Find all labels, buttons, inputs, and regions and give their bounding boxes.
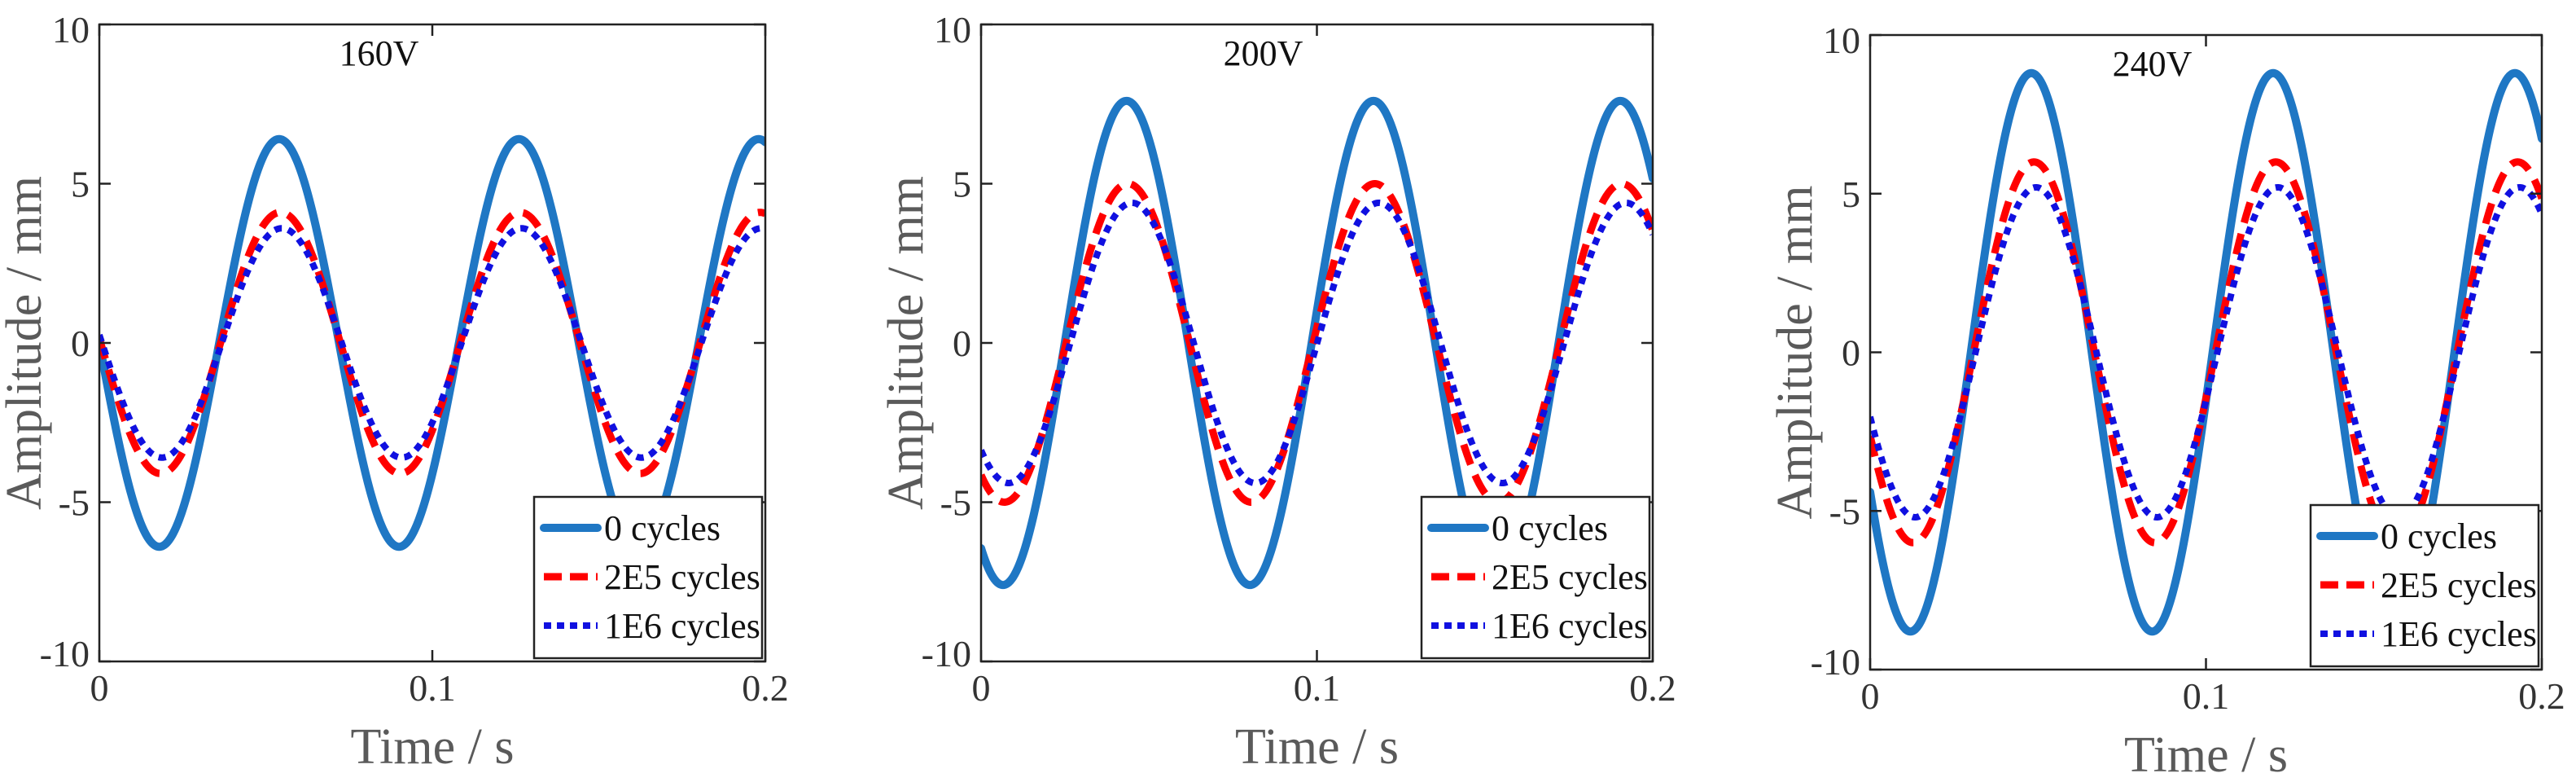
series-line-2e5-cycles <box>981 180 1653 506</box>
chart-panel-3: -10 -5 0 5 10 0 0.1 0.2 240V Time / s Amplitude / … <box>1768 20 2565 782</box>
y-tick-label: 0 <box>1842 332 1860 374</box>
chart-title: 200V <box>1224 33 1303 73</box>
legend-label: 2E5 cycles <box>604 557 760 597</box>
y-axis-label: Amplitude / mm <box>1768 186 1823 520</box>
x-tick-label: 0.2 <box>742 667 789 709</box>
y-tick-label: 10 <box>52 9 90 51</box>
series-line-2e5-cycles <box>1870 158 2542 547</box>
x-tick-label: 0.2 <box>2518 675 2565 717</box>
legend-label: 1E6 cycles <box>2381 614 2537 654</box>
y-tick-label: 5 <box>953 164 971 205</box>
y-tick-label: 10 <box>934 9 971 51</box>
chart-panel-2: -10 -5 0 5 10 0 0.1 0.2 200V Time / s Amplitude / … <box>878 9 1676 775</box>
legend: 0 cycles 2E5 cycles 1E6 cycles <box>2309 503 2540 668</box>
y-tick-label: 5 <box>1842 174 1860 215</box>
x-tick-label: 0.1 <box>1294 667 1341 709</box>
legend-label: 1E6 cycles <box>1492 606 1648 646</box>
legend-label: 2E5 cycles <box>2381 565 2537 605</box>
series-line-1e6-cycles <box>981 199 1653 487</box>
y-tick-label: 10 <box>1823 20 1860 61</box>
legend-label: 0 cycles <box>2381 516 2497 556</box>
y-axis-label: Amplitude / mm <box>878 176 934 510</box>
x-tick-label: 0.1 <box>2183 675 2230 717</box>
x-axis-label: Time / s <box>2124 727 2288 782</box>
series-line-0-cycles <box>981 96 1653 590</box>
y-tick-label: -5 <box>59 482 90 524</box>
y-tick-label: -10 <box>922 633 971 674</box>
x-tick-label: 0.2 <box>1629 667 1676 709</box>
y-tick-label: -10 <box>40 633 90 674</box>
chart-title: 240V <box>2113 44 2193 84</box>
y-tick-label: -5 <box>940 482 971 524</box>
x-tick-label: 0.1 <box>409 667 456 709</box>
y-tick-label: -10 <box>1811 641 1860 683</box>
legend: 0 cycles 2E5 cycles 1E6 cycles <box>1420 495 1651 660</box>
legend-label: 0 cycles <box>604 508 721 548</box>
legend-label: 2E5 cycles <box>1492 557 1648 597</box>
series-line-1e6-cycles <box>1870 183 2542 521</box>
y-tick-label: -5 <box>1829 490 1860 532</box>
legend: 0 cycles 2E5 cycles 1E6 cycles <box>532 495 764 660</box>
x-tick-label: 0 <box>1861 675 1880 717</box>
y-tick-label: 5 <box>71 164 90 205</box>
y-tick-label: 0 <box>953 323 971 364</box>
x-axis-label: Time / s <box>350 719 514 775</box>
legend-label: 0 cycles <box>1492 508 1608 548</box>
y-tick-label: 0 <box>71 323 90 364</box>
chart-title: 160V <box>340 33 419 73</box>
x-tick-label: 0 <box>972 667 991 709</box>
y-axis-label: Amplitude / mm <box>0 176 52 510</box>
series-group <box>981 96 1653 590</box>
x-axis-label: Time / s <box>1235 719 1399 775</box>
series-line-1e6-cycles <box>99 225 765 461</box>
legend-label: 1E6 cycles <box>604 606 760 646</box>
x-tick-label: 0 <box>90 667 109 709</box>
chart-panel-1: -10 -5 0 5 10 0 0.1 0.2 160V Time / s Amplitude / … <box>0 9 789 775</box>
